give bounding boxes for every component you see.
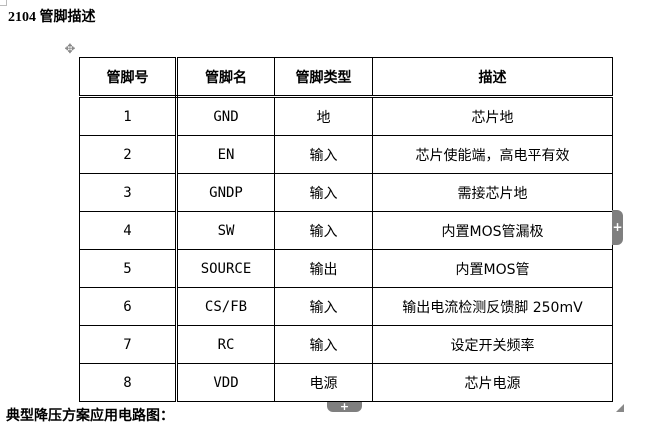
section-heading: 2104 管脚描述 (8, 6, 96, 26)
resize-icon[interactable] (616, 404, 624, 412)
header-pin-type: 管脚类型 (274, 57, 373, 98)
cell-description: 芯片使能端，高电平有效 (372, 135, 613, 174)
cell-pin-name: RC (176, 325, 275, 364)
header-pin-number: 管脚号 (79, 57, 178, 98)
cell-description: 内置MOS管漏极 (372, 211, 613, 250)
table-row: 7 RC 输入 设定开关频率 (79, 325, 613, 364)
header-description: 描述 (372, 57, 613, 98)
cell-pin-type: 输出 (274, 249, 373, 288)
cell-pin-number: 5 (79, 249, 178, 288)
cell-pin-name: CS/FB (176, 287, 275, 326)
cell-pin-number: 8 (79, 363, 178, 402)
table-row: 2 EN 输入 芯片使能端，高电平有效 (79, 135, 613, 174)
header-pin-name: 管脚名 (176, 57, 275, 98)
cell-pin-name: EN (176, 135, 275, 174)
table-row: 6 CS/FB 输入 输出电流检测反馈脚 250mV (79, 287, 613, 326)
cell-pin-type: 输入 (274, 287, 373, 326)
cell-description: 内置MOS管 (372, 249, 613, 288)
cell-pin-number: 4 (79, 211, 178, 250)
pin-description-table: 管脚号 管脚名 管脚类型 描述 1 GND 地芯片地 2 EN 输入 芯片使能端，高电平有效… (79, 57, 613, 402)
move-icon[interactable]: ✥ (64, 42, 76, 57)
cell-pin-name: GNDP (176, 173, 275, 212)
table-row: 4 SW 输入 内置MOS管漏极 (79, 211, 613, 250)
cell-pin-type: 电源 (274, 363, 373, 402)
cell-pin-number: 1 (79, 96, 178, 136)
heading-title: 管脚描述 (39, 10, 96, 25)
cell-description: 芯片电源 (372, 363, 613, 402)
page-corner-mark (0, 0, 7, 6)
cell-description: 设定开关频率 (372, 325, 613, 364)
cell-pin-number: 3 (79, 173, 178, 212)
cell-pin-name: SW (176, 211, 275, 250)
add-row-button[interactable]: + (327, 401, 362, 412)
cell-description: 输出电流检测反馈脚 250mV (372, 287, 613, 326)
cell-pin-type: 输入 (274, 211, 373, 250)
table-row: 5 SOURCE 输出 内置MOS管 (79, 249, 613, 288)
table-row: 3 GNDP 输入 需接芯片地 (79, 173, 613, 212)
cell-pin-type: 输入 (274, 325, 373, 364)
cell-pin-name: GND (176, 96, 275, 136)
cell-pin-type: 地 (274, 96, 373, 136)
cell-pin-number: 7 (79, 325, 178, 364)
table-header-row: 管脚号 管脚名 管脚类型 描述 (79, 57, 613, 98)
cell-description: 芯片地 (372, 96, 613, 136)
cell-pin-type: 输入 (274, 135, 373, 174)
heading-number: 2104 (8, 10, 36, 25)
cell-pin-name: SOURCE (176, 249, 275, 288)
cell-pin-number: 6 (79, 287, 178, 326)
add-column-button[interactable]: + (612, 210, 623, 245)
table-row: 8 VDD 电源 芯片电源 (79, 363, 613, 402)
table-row: 1 GND 地芯片地 (79, 96, 613, 136)
cell-description: 需接芯片地 (372, 173, 613, 212)
next-paragraph: 典型降压方案应用电路图： (6, 408, 174, 424)
cell-pin-name: VDD (176, 363, 275, 402)
cell-pin-number: 2 (79, 135, 178, 174)
cell-pin-type: 输入 (274, 173, 373, 212)
